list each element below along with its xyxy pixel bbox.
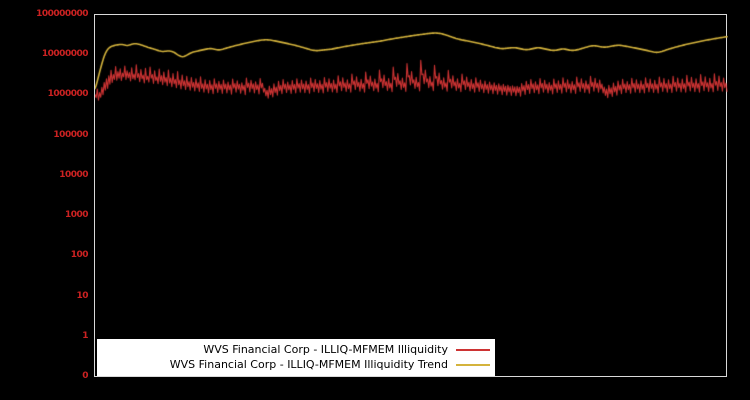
chart-legend: WVS Financial Corp - ILLIQ-MFMEM Illiqui… [97,339,495,376]
y-tick-label: 1000 [64,210,89,221]
plot-area [94,14,728,378]
y-tick-label: 100000000 [36,9,88,19]
y-tick-label: 1 [82,330,88,341]
y-tick-label: 100 [70,250,89,261]
legend-swatch-illiquidity-trend [456,363,490,366]
y-tick-label: 0 [82,371,88,381]
legend-entry-illiquidity: WVS Financial Corp - ILLIQ-MFMEM Illiqui… [102,342,490,357]
legend-entry-illiquidity-trend: WVS Financial Corp - ILLIQ-MFMEM Illiqui… [102,357,490,372]
series-canvas [95,15,728,378]
y-tick-label: 10 [76,290,88,301]
y-axis-tick-labels: 100000000 10000000 1000000 100000 10000 1000 1… [0,0,88,400]
legend-label-illiquidity: WVS Financial Corp - ILLIQ-MFMEM Illiqui… [203,343,448,356]
legend-label-illiquidity-trend: WVS Financial Corp - ILLIQ-MFMEM Illiqui… [169,358,448,371]
y-tick-label: 1000000 [47,89,89,100]
legend-swatch-illiquidity [456,348,490,351]
y-tick-label: 100000 [53,129,88,140]
y-tick-label: 10000 [59,169,88,180]
y-tick-label: 10000000 [41,49,89,60]
